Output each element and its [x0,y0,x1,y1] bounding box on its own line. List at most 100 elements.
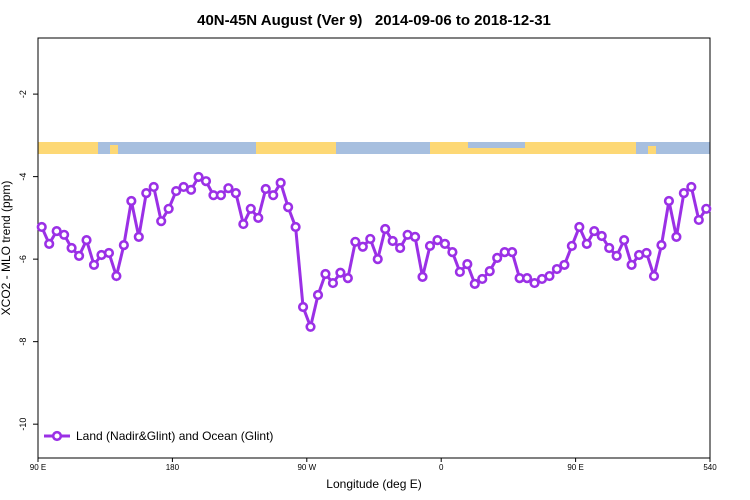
data-point [133,231,144,242]
data-point [245,203,256,214]
mask-ocean [636,142,710,154]
data-point [559,259,570,271]
legend-marker [51,430,63,442]
data-point [238,218,249,230]
data-point [395,242,406,254]
data-point [596,230,607,242]
data-point [193,171,204,183]
x-tick-label: 180 [166,463,180,472]
data-point [462,258,473,270]
plot-frame [37,37,711,459]
data-point [454,266,465,278]
data-point [163,203,174,214]
y-tick-label: -10 [18,418,28,431]
data-point [566,240,577,252]
land-ocean-mask [38,142,710,154]
data-point [507,247,518,258]
y-tick-label: -8 [18,338,28,346]
data-point [320,268,331,280]
data-point [372,254,383,265]
mask-land [110,145,118,154]
data-point [342,273,353,284]
x-tick-label: 90 W [297,463,316,472]
data-point [148,181,159,193]
data-point [88,259,100,271]
data-point [626,259,637,271]
data-point [141,188,152,199]
data-point [380,223,391,235]
data-point [477,273,488,285]
data-point [253,212,264,223]
data-point [44,238,55,249]
data-point [678,188,689,199]
data-point [656,240,667,251]
y-tick-label: -2 [18,90,28,98]
data-point [544,270,555,282]
data-point [156,216,167,227]
mask-ocean [468,142,525,148]
data-point [671,231,682,242]
x-tick-label: 0 [439,463,444,472]
data-point [469,278,480,289]
y-axis-label: XCO2 - MLO trend (ppm) [0,181,13,316]
data-point [574,221,585,233]
data-point [521,273,533,284]
data-point [66,242,77,254]
data-point [73,250,85,261]
data-point [484,266,495,277]
data-point [619,235,630,246]
data-point [290,221,301,233]
data-point [604,242,615,254]
data-point [305,321,316,332]
data-point [424,240,436,252]
data-point [357,241,368,252]
data-point [701,203,712,214]
y-tick-label: -6 [18,255,28,263]
data-point [350,236,361,247]
data-point [185,184,197,195]
data-point [365,233,376,245]
x-axis-label: Longitude (deg E) [326,477,421,491]
data-point [589,225,600,237]
data-point [81,235,92,246]
data-point [663,195,675,207]
data-point [59,229,70,240]
data-point [611,250,622,261]
legend-entry: Land (Nadir&Glint) and Ocean (Glint) [44,429,273,443]
data-point [230,188,241,199]
data-point [693,214,704,226]
x-tick-label: 90 E [30,463,46,472]
data-point [439,238,451,249]
data-point [447,247,458,258]
y-tick-label: -4 [18,173,28,181]
data-point [126,195,137,207]
legend-label: Land (Nadir&Glint) and Ocean (Glint) [76,429,273,443]
mask-ocean [336,142,430,154]
x-tick-label: 540 [703,463,717,472]
x-tick-label: 90 E [567,463,583,472]
data-point [581,238,592,249]
data-point [260,183,271,195]
data-point [529,277,540,289]
data-point [283,202,294,213]
data-point [417,271,428,282]
data-point [111,270,122,282]
data-point [268,190,279,201]
data-point [118,240,129,251]
data-point [335,267,346,278]
data-point [387,235,398,247]
data-point [297,301,309,313]
data-point [36,221,47,233]
data-point [171,185,182,197]
data-point [409,231,421,242]
data-point [275,177,286,188]
data-point [215,190,227,201]
data-point [641,247,652,259]
data-point [312,289,324,301]
mask-land [648,146,656,154]
data-point [103,247,115,259]
data-point [551,263,563,275]
data-point [327,277,339,289]
data-point [223,183,234,194]
